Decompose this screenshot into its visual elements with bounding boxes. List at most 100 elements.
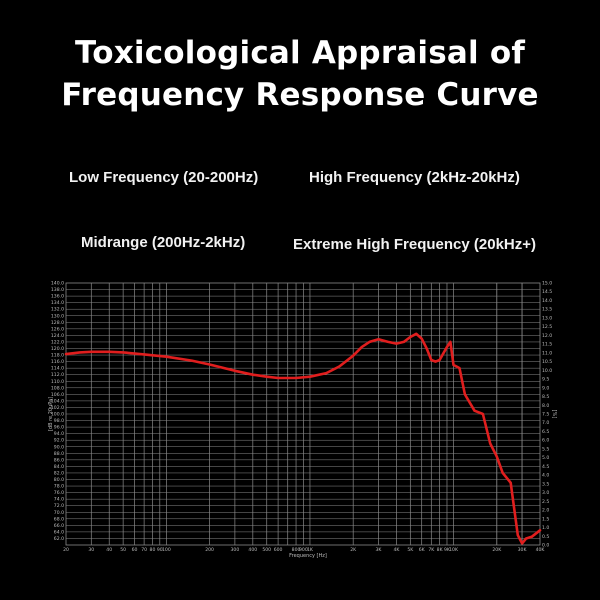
- y-tick-label: 110.0: [51, 379, 64, 385]
- category-mid: Midrange (200Hz-2kHz): [81, 234, 246, 251]
- y-tick-label: 124.0: [51, 333, 64, 339]
- y-tick-label: 96.0: [54, 425, 64, 431]
- y-right-tick-label: 3.0: [542, 490, 549, 496]
- y-tick-label: 94.0: [54, 431, 64, 437]
- x-tick-label: 80: [150, 547, 156, 553]
- y-right-tick-label: 7.0: [542, 420, 549, 426]
- x-tick-label: 3K: [375, 547, 382, 553]
- x-tick-label: 4K: [393, 547, 400, 553]
- y-tick-label: 108.0: [51, 385, 64, 391]
- y-right-tick-label: 13.0: [542, 315, 552, 321]
- x-tick-label: 9K: [444, 547, 451, 553]
- x-tick-label: 70: [141, 547, 147, 553]
- y-tick-label: 116.0: [51, 359, 64, 365]
- y-tick-label: 140.0: [51, 281, 64, 287]
- y-right-tick-label: 5.0: [542, 455, 549, 461]
- y-right-tick-label: 7.5: [542, 412, 549, 418]
- x-tick-label: 200: [205, 547, 214, 553]
- x-axis-ticks: 20 30 40 50 60 70 80 90 100 200 300 400 500 600 800900…: [63, 547, 545, 553]
- y-tick-label: 112.0: [51, 372, 64, 378]
- y-tick-label: 74.0: [54, 497, 64, 503]
- y-tick-label: 138.0: [51, 287, 64, 293]
- x-tick-label: 10K: [449, 547, 459, 553]
- y-tick-label: 98.0: [54, 418, 64, 424]
- y-right-tick-label: 12.0: [542, 333, 552, 339]
- y-right-tick-label: 4.5: [542, 464, 549, 470]
- x-tick-label: 40: [106, 547, 112, 553]
- x-tick-label: 100: [162, 547, 171, 553]
- y-right-tick-label: 5.5: [542, 446, 549, 452]
- y-tick-label: 102.0: [51, 405, 64, 411]
- y-tick-label: 62.0: [54, 536, 64, 542]
- y-tick-label: 128.0: [51, 320, 64, 326]
- y-right-tick-label: 1.0: [542, 525, 549, 531]
- y-tick-label: 106.0: [51, 392, 64, 398]
- x-tick-label: 90: [157, 547, 163, 553]
- y-axis-label: [dB re 20uPa]: [48, 397, 54, 431]
- x-tick-label: 6K: [419, 547, 426, 553]
- chart-title: Toxicological Appraisal of Frequency Res…: [0, 32, 600, 116]
- frequency-response-line: [64, 332, 542, 545]
- x-tick-label: 600: [274, 547, 283, 553]
- y-right-tick-label: 1.5: [542, 516, 549, 522]
- y-tick-label: 78.0: [54, 484, 64, 490]
- y-tick-label: 136.0: [51, 294, 64, 300]
- y-tick-label: 82.0: [54, 470, 64, 476]
- x-tick-label: 50: [120, 547, 126, 553]
- y-tick-label: 130.0: [51, 313, 64, 319]
- y-tick-label: 64.0: [54, 529, 64, 535]
- y-right-tick-label: 8.0: [542, 403, 549, 409]
- y-tick-label: 132.0: [51, 307, 64, 313]
- chart-grid: [65, 282, 541, 546]
- x-tick-label: 30: [88, 547, 94, 553]
- x-tick-label: 1K: [307, 547, 314, 553]
- category-high: High Frequency (2kHz-20kHz): [309, 169, 520, 186]
- y-axis-right-label: [%]: [551, 410, 557, 419]
- y-right-tick-label: 10.0: [542, 368, 552, 374]
- category-extreme: Extreme High Frequency (20kHz+): [293, 236, 536, 253]
- x-tick-label: 30K: [518, 547, 528, 553]
- y-right-tick-label: 13.5: [542, 307, 552, 313]
- category-low: Low Frequency (20-200Hz): [69, 169, 259, 186]
- x-tick-label: 5K: [407, 547, 414, 553]
- y-right-tick-label: 2.5: [542, 499, 549, 505]
- y-axis-right-ticks: 0.0 0.5 1.0 1.5 2.0 2.5 3.0 3.5 4.0 4.5 5.0 5.5 6.0 6…: [542, 281, 552, 549]
- y-right-tick-label: 14.0: [542, 298, 552, 304]
- x-tick-label: 8K: [437, 547, 444, 553]
- x-tick-label: 2K: [350, 547, 357, 553]
- x-tick-label: 400: [248, 547, 257, 553]
- x-tick-label: 800: [292, 547, 301, 553]
- y-tick-label: 114.0: [51, 366, 64, 372]
- y-right-tick-label: 0.0: [542, 543, 549, 549]
- y-right-tick-label: 6.5: [542, 429, 549, 435]
- y-right-tick-label: 12.5: [542, 324, 552, 330]
- x-tick-label: 300: [230, 547, 239, 553]
- y-tick-label: 84.0: [54, 464, 64, 470]
- y-right-tick-label: 9.0: [542, 385, 549, 391]
- y-right-tick-label: 11.5: [542, 342, 552, 348]
- x-tick-label: 500: [262, 547, 271, 553]
- x-axis-label: Frequency [Hz]: [289, 553, 327, 559]
- y-tick-label: 86.0: [54, 457, 64, 463]
- y-right-tick-label: 10.5: [542, 359, 552, 365]
- y-tick-label: 120.0: [51, 346, 64, 352]
- y-tick-label: 118.0: [51, 353, 64, 359]
- y-right-tick-label: 8.5: [542, 394, 549, 400]
- y-tick-label: 104.0: [51, 398, 64, 404]
- y-right-tick-label: 3.5: [542, 481, 549, 487]
- x-tick-label: 900: [299, 547, 308, 553]
- y-tick-label: 100.0: [51, 412, 64, 418]
- y-right-tick-label: 2.0: [542, 508, 549, 514]
- y-tick-label: 126.0: [51, 326, 64, 332]
- y-right-tick-label: 11.0: [542, 350, 552, 356]
- y-tick-label: 72.0: [54, 503, 64, 509]
- x-tick-label: 20: [63, 547, 69, 553]
- y-right-tick-label: 15.0: [542, 281, 552, 287]
- y-right-tick-label: 14.5: [542, 289, 552, 295]
- y-right-tick-label: 4.0: [542, 473, 549, 479]
- y-axis-ticks: 62.064.066.068.070.072.074.076.078.080.0…: [51, 281, 64, 542]
- y-tick-label: 90.0: [54, 444, 64, 450]
- x-tick-label: 7K: [428, 547, 435, 553]
- x-tick-label: 60: [132, 547, 138, 553]
